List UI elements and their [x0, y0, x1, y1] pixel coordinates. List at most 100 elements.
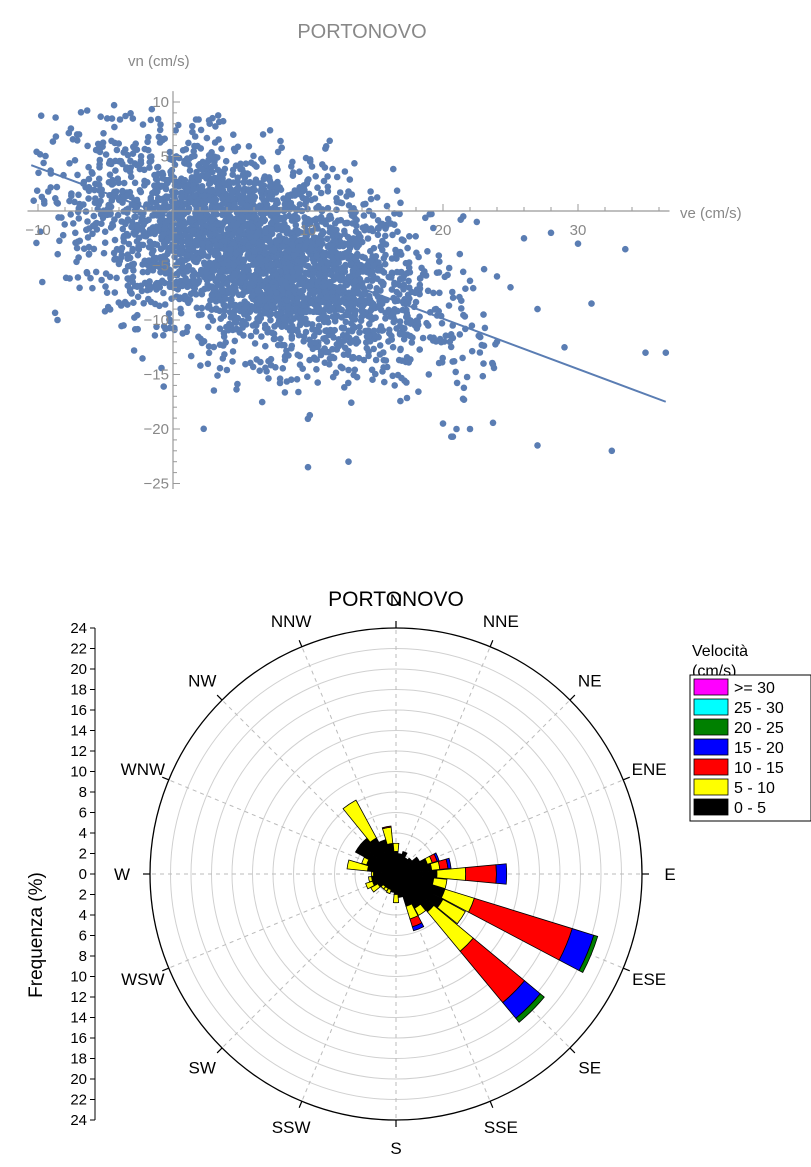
scatter-point — [257, 293, 265, 301]
scatter-point — [156, 126, 164, 134]
scatter-point — [317, 351, 325, 359]
scatter-point — [236, 227, 243, 235]
scatter-point — [441, 338, 448, 345]
scatter-point — [262, 257, 270, 265]
scatter-point — [295, 269, 303, 276]
scatter-point — [238, 264, 246, 271]
scatter-point — [218, 281, 226, 289]
frequency-tick-label: 18 — [70, 682, 87, 699]
scatter-point — [165, 310, 173, 317]
scatter-point — [373, 275, 381, 283]
frequency-axis-label: Frequenza (%) — [26, 872, 47, 998]
legend-label: 5 - 10 — [734, 780, 775, 797]
scatter-point — [39, 278, 46, 286]
scatter-point — [114, 211, 122, 219]
legend-label: 0 - 5 — [734, 800, 766, 817]
scatter-point — [204, 262, 211, 270]
scatter-point — [456, 250, 464, 258]
scatter-point — [131, 326, 139, 333]
scatter-point — [341, 384, 348, 391]
scatter-point — [111, 256, 118, 263]
scatter-point — [95, 181, 103, 189]
direction-tick — [623, 967, 630, 972]
scatter-point — [343, 241, 350, 248]
scatter-point — [129, 273, 137, 281]
scatter-point — [351, 366, 359, 374]
rose-petal-segment — [346, 859, 369, 872]
scatter-point — [44, 188, 52, 195]
scatter-point — [288, 376, 295, 384]
scatter-point — [356, 329, 363, 336]
scatter-point — [265, 311, 273, 319]
scatter-point — [296, 321, 304, 329]
scatter-point — [58, 214, 65, 221]
scatter-point — [406, 233, 413, 240]
scatter-axes — [27, 91, 670, 489]
scatter-point — [103, 115, 111, 122]
scatter-point — [400, 286, 407, 293]
y-tick-label: −25 — [144, 476, 169, 493]
scatter-point — [133, 221, 141, 229]
scatter-point — [310, 234, 318, 241]
scatter-point — [328, 225, 336, 232]
scatter-point — [289, 268, 297, 276]
scatter-point — [249, 292, 256, 299]
scatter-point — [268, 302, 275, 309]
scatter-point — [89, 170, 96, 177]
scatter-point — [348, 212, 356, 219]
scatter-point — [104, 211, 111, 219]
scatter-point — [442, 332, 450, 340]
scatter-point — [198, 186, 205, 194]
scatter-point — [192, 291, 200, 298]
grid-spoke — [301, 873, 397, 1102]
y-tick-label: −10 — [144, 312, 169, 329]
scatter-point — [588, 300, 595, 307]
y-tick-label: 5 — [161, 149, 169, 166]
scatter-point — [148, 250, 156, 257]
scatter-point — [447, 343, 455, 351]
scatter-point — [406, 269, 414, 276]
scatter-point — [436, 258, 443, 265]
scatter-point — [320, 251, 327, 259]
scatter-point — [382, 232, 389, 240]
direction-label: NNE — [483, 612, 519, 631]
scatter-point — [314, 379, 322, 386]
scatter-point — [246, 255, 254, 263]
scatter-point — [324, 173, 331, 180]
y-tick-label: −15 — [144, 367, 169, 384]
scatter-point — [185, 139, 192, 147]
scatter-point — [231, 337, 239, 345]
rose-petal-segment — [464, 864, 497, 884]
scatter-point — [199, 240, 206, 248]
scatter-point — [346, 176, 354, 183]
legend-swatch — [693, 778, 729, 796]
scatter-point — [415, 388, 422, 396]
scatter-point — [102, 151, 110, 158]
scatter-point — [307, 229, 315, 236]
scatter-point — [166, 316, 173, 323]
scatter-point — [435, 252, 443, 259]
scatter-point — [233, 209, 241, 216]
scatter-point — [396, 330, 404, 338]
scatter-point — [288, 342, 296, 350]
scatter-point — [306, 156, 314, 163]
scatter-point — [67, 211, 74, 218]
scatter-point — [52, 133, 60, 140]
scatter-point — [430, 334, 438, 342]
scatter-point — [72, 239, 79, 247]
scatter-point — [480, 360, 487, 367]
scatter-point — [245, 187, 253, 194]
scatter-point — [273, 289, 280, 297]
scatter-point — [376, 304, 384, 312]
scatter-point — [258, 181, 265, 188]
scatter-point — [396, 210, 403, 218]
scatter-point — [83, 226, 90, 234]
scatter-point — [117, 302, 125, 309]
scatter-point — [190, 279, 198, 286]
scatter-point — [313, 296, 321, 303]
scatter-point — [347, 260, 354, 268]
scatter-point — [415, 253, 422, 261]
scatter-point — [574, 240, 582, 247]
scatter-point — [390, 165, 397, 173]
scatter-point — [224, 196, 231, 203]
